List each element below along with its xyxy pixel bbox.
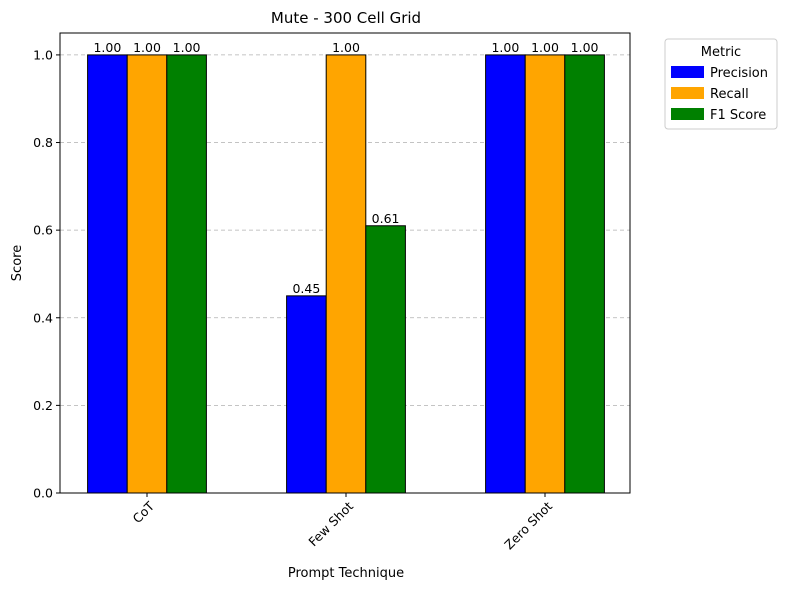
y-tick-label: 1.0 [33, 47, 53, 62]
bar [166, 54, 207, 494]
data-label: 1.00 [133, 40, 161, 55]
legend-items: Precision Recall F1 Score [671, 66, 768, 123]
bars [87, 54, 605, 494]
data-label: 1.00 [491, 40, 519, 55]
x-axis-label: Prompt Technique [288, 566, 404, 581]
x-tick-label: Zero Shot [501, 498, 555, 552]
bar [87, 54, 128, 494]
bar [485, 54, 526, 494]
legend-label: F1 Score [710, 108, 766, 123]
data-label: 1.00 [332, 40, 360, 55]
data-label: 0.61 [372, 211, 400, 226]
x-tick-label: CoT [130, 498, 158, 526]
x-axis-ticks: CoT Few Shot Zero Shot [130, 493, 555, 552]
data-label: 1.00 [531, 40, 559, 55]
legend: Metric Precision Recall F1 Score [664, 38, 778, 130]
y-axis-ticks: 0.0 0.2 0.4 0.6 0.8 1.0 [33, 47, 60, 501]
y-axis-label: Score [10, 245, 25, 281]
plot-frame [59, 32, 631, 494]
legend-swatch [671, 108, 704, 120]
chart-title: Mute - 300 Cell Grid [271, 9, 421, 27]
data-label: 1.00 [571, 40, 599, 55]
legend-label: Recall [710, 87, 749, 102]
legend-swatch [671, 87, 704, 99]
y-tick-label: 0.6 [33, 223, 53, 238]
y-tick-label: 0.4 [33, 310, 53, 325]
data-label: 1.00 [173, 40, 201, 55]
bar [325, 54, 367, 494]
legend-title: Metric [701, 45, 741, 60]
data-labels: 1.00 0.45 1.00 1.00 1.00 1.00 1.00 0.61 1.00 [93, 40, 598, 296]
y-tick-label: 0.0 [33, 486, 53, 501]
x-tick-label: Few Shot [305, 498, 356, 549]
data-label: 0.45 [292, 281, 320, 296]
bar [524, 54, 566, 494]
legend-label: Precision [710, 66, 768, 81]
bar [286, 295, 327, 494]
bar [365, 225, 406, 494]
data-label: 1.00 [93, 40, 121, 55]
y-tick-label: 0.8 [33, 135, 53, 150]
legend-box [664, 38, 778, 130]
y-tick-label: 0.2 [33, 398, 53, 413]
bar [564, 54, 605, 494]
bar [126, 54, 168, 494]
legend-swatch [671, 66, 704, 78]
